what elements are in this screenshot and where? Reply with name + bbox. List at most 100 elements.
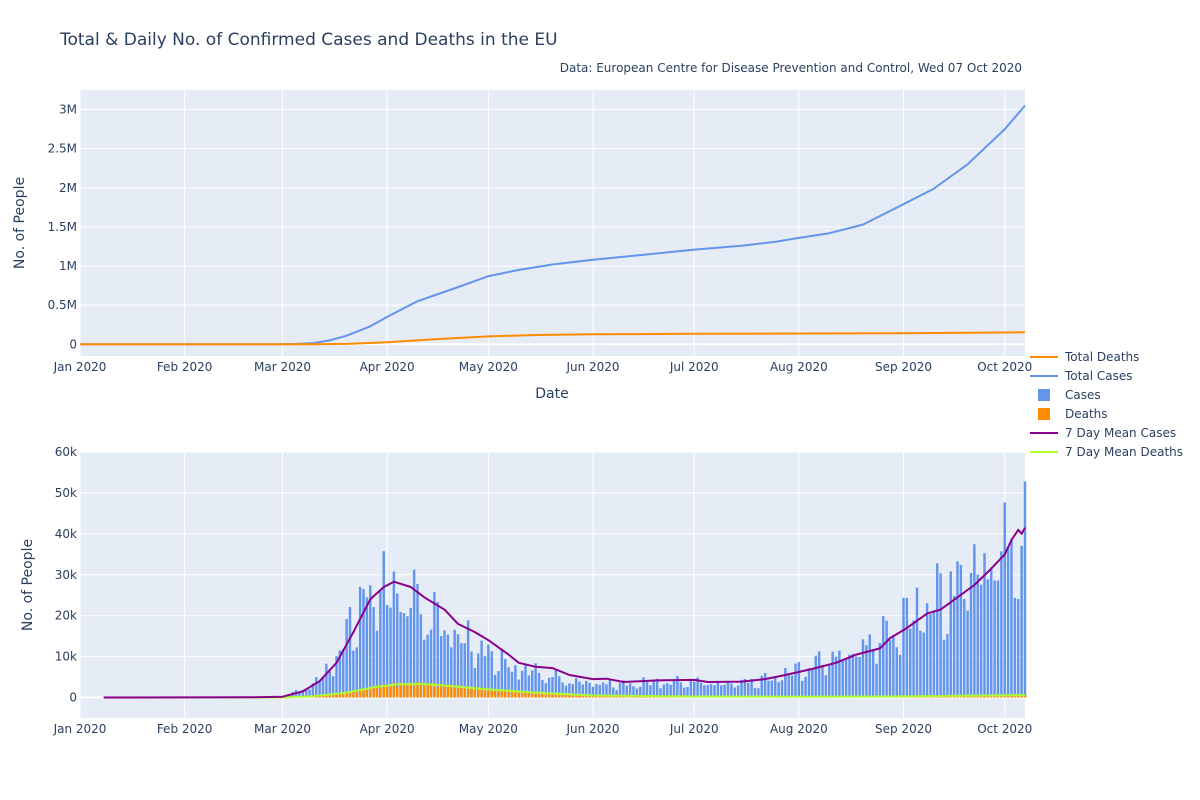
daily-deaths-bar [389, 685, 392, 698]
daily-cases-bar [936, 563, 939, 698]
daily-deaths-bar [466, 686, 470, 698]
x-tick-label: Sep 2020 [875, 722, 932, 736]
daily-deaths-bar [581, 694, 585, 698]
daily-cases-bar [652, 681, 655, 698]
daily-deaths-bar [1006, 695, 1010, 698]
daily-cases-bar [730, 683, 733, 698]
daily-cases-bar [973, 544, 976, 698]
daily-cases-bar [763, 672, 767, 698]
daily-deaths-bar [608, 695, 612, 698]
daily-deaths-bar [443, 685, 446, 698]
daily-cases-bar [787, 675, 790, 698]
chart-title: Total & Daily No. of Confirmed Cases and… [59, 30, 558, 50]
daily-cases-bar [547, 677, 551, 698]
daily-cases-bar [433, 592, 436, 698]
x-tick-label: May 2020 [459, 722, 518, 736]
daily-cases-bar [564, 685, 568, 698]
daily-cases-bar [666, 683, 669, 698]
daily-cases-bar [1003, 502, 1006, 698]
daily-cases-bar [301, 690, 304, 698]
daily-cases-bar [527, 675, 531, 698]
daily-deaths-bar [483, 688, 487, 698]
daily-cases-bar [750, 678, 753, 698]
y-tick-label: 2M [59, 181, 77, 195]
daily-deaths-bar [541, 692, 544, 698]
daily-cases-bar [804, 676, 807, 698]
daily-cases-bar [925, 603, 929, 698]
daily-deaths-bar [446, 685, 450, 698]
daily-cases-bar [581, 684, 585, 698]
x-tick-label: Jan 2020 [53, 360, 107, 374]
daily-cases-bar [456, 634, 460, 698]
daily-cases-bar [541, 679, 544, 698]
x-tick-label: Feb 2020 [157, 360, 213, 374]
daily-deaths-bar [1023, 695, 1027, 698]
daily-cases-bar [919, 630, 922, 698]
y-tick-label: 3M [59, 103, 77, 117]
daily-cases-bar [561, 682, 564, 698]
daily-cases-bar [726, 680, 730, 698]
daily-cases-bar [358, 586, 362, 698]
y-tick-label: 30k [55, 568, 77, 582]
daily-cases-bar [335, 656, 338, 698]
daily-deaths-bar [355, 691, 358, 698]
daily-cases-bar [311, 683, 315, 698]
daily-cases-bar [1023, 481, 1027, 698]
daily-cases-bar [909, 628, 912, 698]
daily-deaths-bar [514, 690, 517, 698]
daily-deaths-bar [510, 691, 514, 698]
daily-deaths-bar [554, 693, 558, 698]
y-tick-label: 0 [69, 337, 77, 351]
daily-cases-bar [797, 662, 801, 698]
daily-deaths-bar [490, 688, 493, 698]
bottom-x-tick-labels: Jan 2020 Feb 2020 Mar 2020 Apr 2020 May 2020… [53, 722, 1033, 736]
y-tick-label: 40k [55, 527, 77, 541]
daily-cases-bar [686, 687, 689, 698]
daily-cases-bar [831, 651, 834, 698]
daily-cases-bar [986, 579, 990, 698]
daily-cases-bar [321, 677, 325, 698]
daily-cases-bar [743, 678, 747, 698]
daily-cases-bar [591, 686, 595, 698]
daily-cases-bar [655, 678, 659, 698]
daily-cases-bar [585, 680, 588, 698]
daily-deaths-bar [331, 694, 335, 698]
daily-cases-bar [348, 607, 352, 698]
top-x-tick-labels: Jan 2020 Feb 2020 Mar 2020 Apr 2020 May 2020… [53, 360, 1033, 374]
daily-cases-bar [463, 643, 466, 698]
daily-cases-bar [477, 653, 480, 698]
daily-cases-bar [342, 649, 345, 698]
daily-cases-bar [882, 615, 885, 698]
daily-cases-bar [436, 601, 439, 698]
daily-cases-bar [649, 685, 652, 698]
daily-cases-bar [844, 659, 848, 698]
daily-cases-bar [396, 593, 399, 698]
daily-deaths-bar [463, 686, 466, 698]
daily-cases-bar [952, 595, 956, 698]
x-tick-label: Mar 2020 [254, 722, 311, 736]
daily-cases-bar [949, 571, 952, 698]
x-tick-label: Oct 2020 [977, 722, 1032, 736]
legend-swatch-box [1038, 408, 1050, 420]
daily-cases-bar [929, 614, 932, 698]
daily-cases-bar [379, 590, 382, 698]
daily-deaths-bar [531, 691, 534, 698]
daily-cases-bar [369, 585, 372, 698]
daily-cases-bar [946, 633, 949, 698]
daily-deaths-bar [524, 691, 527, 698]
daily-cases-bar [905, 597, 909, 698]
daily-deaths-bar [598, 695, 601, 698]
daily-cases-bar [601, 682, 605, 698]
daily-deaths-bar [1010, 695, 1013, 698]
daily-cases-bar [345, 619, 348, 698]
daily-deaths-bar [352, 690, 355, 698]
x-tick-label: Oct 2020 [977, 360, 1032, 374]
daily-cases-bar [679, 682, 682, 698]
daily-cases-bar [402, 613, 406, 698]
daily-cases-bar [780, 680, 784, 698]
daily-deaths-bar [547, 692, 551, 698]
daily-cases-bar [595, 684, 598, 698]
daily-cases-bar [851, 653, 855, 698]
daily-cases-bar [487, 644, 490, 698]
